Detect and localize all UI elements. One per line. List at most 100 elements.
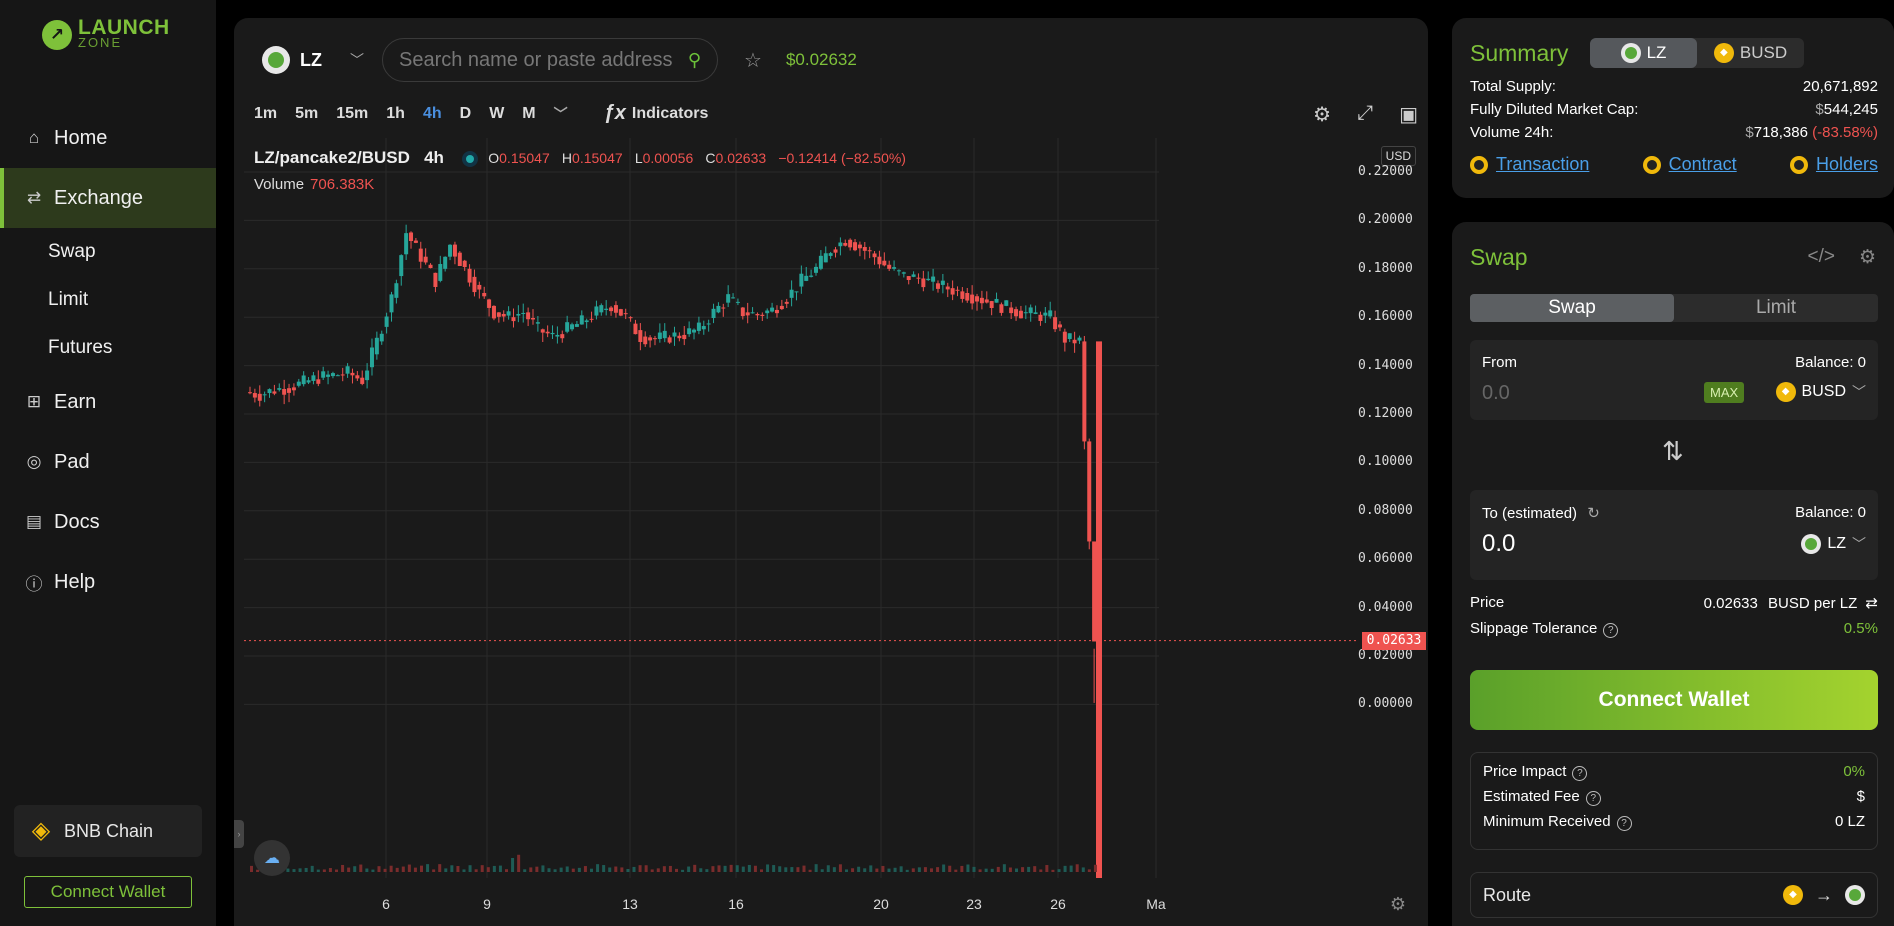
candle-body <box>623 313 628 315</box>
help-icon[interactable]: ? <box>1603 623 1619 638</box>
candle-body <box>379 333 384 342</box>
route-row[interactable]: Route → <box>1470 872 1878 918</box>
transaction-link[interactable]: Transaction <box>1470 154 1589 175</box>
switch-direction-icon[interactable]: ⇅ <box>1662 436 1684 466</box>
from-box: From Balance: 0 0.0 MAX BUSD ﹀ <box>1470 340 1878 420</box>
tab-limit[interactable]: Limit <box>1755 297 1797 318</box>
legend-high: 0.15047 <box>572 150 623 166</box>
search-icon[interactable]: ⚲ <box>687 49 701 70</box>
holders-link[interactable]: Holders <box>1789 154 1878 175</box>
candle-body <box>911 274 916 277</box>
nav-earn[interactable]: ⊞ Earn <box>0 372 216 432</box>
volume-row: Volume 24h: $718,386 (-83.58%) <box>1470 124 1878 141</box>
token-symbol[interactable]: LZ <box>300 49 322 70</box>
fdmc-value: 544,245 <box>1823 101 1878 118</box>
max-button[interactable]: MAX <box>1704 382 1745 403</box>
nav-swap[interactable]: Swap <box>48 241 96 262</box>
volume-bar <box>511 857 515 872</box>
tf-1m[interactable]: 1m <box>254 104 278 122</box>
sidebar-connect-wallet-button[interactable]: Connect Wallet <box>24 876 192 908</box>
chevron-down-icon[interactable]: ﹀ <box>553 105 568 122</box>
from-balance: Balance: 0 <box>1795 354 1866 371</box>
volume-bar <box>923 867 927 872</box>
fdmc-label: Fully Diluted Market Cap: <box>1470 101 1639 118</box>
candle-body <box>853 242 858 251</box>
volume-bar <box>468 865 472 872</box>
candle-body <box>482 293 487 297</box>
candle-body <box>657 332 662 339</box>
chevron-down-icon[interactable]: ﹀ <box>350 52 364 68</box>
volume-bar <box>948 865 952 872</box>
help-icon[interactable]: ? <box>1585 791 1601 806</box>
to-amount-output[interactable]: 0.0 <box>1482 530 1516 557</box>
nav-home[interactable]: ⌂ Home <box>0 108 216 168</box>
candle-body <box>706 323 711 325</box>
nav-limit[interactable]: Limit <box>48 289 89 310</box>
candle-body <box>540 329 545 333</box>
tf-1h[interactable]: 1h <box>386 104 405 122</box>
from-token-select[interactable]: BUSD ﹀ <box>1775 382 1866 402</box>
settings-icon[interactable]: ⚙ <box>1313 104 1332 126</box>
connect-wallet-button[interactable]: Connect Wallet <box>1470 670 1878 730</box>
tf-15m[interactable]: 15m <box>336 104 369 122</box>
route-label: Route <box>1483 884 1532 905</box>
volume-bar <box>857 866 861 872</box>
summary-tab-lz[interactable]: LZ <box>1590 38 1697 68</box>
volume-bar <box>322 869 326 872</box>
code-icon[interactable]: </> <box>1807 246 1835 267</box>
nav-docs[interactable]: ▤ Docs <box>0 492 216 552</box>
tab-swap[interactable]: Swap <box>1470 294 1674 322</box>
nav-label: Help <box>54 570 96 593</box>
star-icon[interactable]: ☆ <box>744 49 762 72</box>
summary-tab-busd[interactable]: BUSD <box>1697 38 1804 68</box>
tf-4h[interactable]: 4h <box>422 104 442 122</box>
tf-w[interactable]: W <box>489 104 505 122</box>
currency-badge[interactable]: USD <box>1380 146 1416 166</box>
candle-body <box>477 284 482 290</box>
price-unit: BUSD per LZ <box>1768 595 1858 612</box>
volume-bar <box>741 866 745 872</box>
camera-icon[interactable]: ▣ <box>1399 104 1418 126</box>
volume-bar <box>529 867 533 872</box>
tf-5m[interactable]: 5m <box>295 104 319 122</box>
chevron-down-icon: ﹀ <box>1852 384 1866 400</box>
candle-body <box>672 332 677 337</box>
contract-link[interactable]: Contract <box>1642 154 1737 175</box>
chain-selector[interactable]: ◈ BNB Chain <box>14 805 202 857</box>
tf-d[interactable]: D <box>459 104 472 122</box>
fullscreen-icon[interactable]: ⤢ <box>1357 102 1374 124</box>
axis-settings-icon[interactable]: ⚙ <box>1389 894 1406 914</box>
volume-bar <box>547 868 551 872</box>
invert-price-icon[interactable]: ⇄ <box>1865 595 1878 612</box>
tf-m[interactable]: M <box>522 104 536 122</box>
candle-body <box>413 240 418 243</box>
nav-pad[interactable]: ◎ Pad <box>0 432 216 492</box>
bnb-icon: ◈ <box>31 817 51 844</box>
refresh-icon[interactable]: ↻ <box>1587 505 1600 522</box>
token-search-input[interactable]: Search name or paste address ⚲ <box>382 38 718 82</box>
from-amount-input[interactable]: 0.0 <box>1482 382 1510 404</box>
nav-help[interactable]: ⓘ Help <box>0 552 216 612</box>
drawer-handle[interactable]: › <box>234 820 244 848</box>
to-token-select[interactable]: LZ ﹀ <box>1801 534 1866 554</box>
volume-bar <box>480 865 484 872</box>
nav-futures[interactable]: Futures <box>48 337 113 358</box>
from-label: From <box>1482 354 1517 371</box>
candle-body <box>487 299 492 308</box>
volume-24h-change: (-83.58%) <box>1812 124 1878 141</box>
logo[interactable]: ↗ LAUNCH ZONE <box>42 17 170 50</box>
cloud-icon[interactable]: ☁ <box>254 840 290 876</box>
volume-bar <box>486 867 490 872</box>
settings-icon[interactable]: ⚙ <box>1858 247 1876 268</box>
slippage-value[interactable]: 0.5% <box>1843 620 1878 637</box>
candlestick-chart[interactable] <box>244 138 1358 878</box>
nav-exchange[interactable]: ⇄ Exchange <box>0 168 216 228</box>
candle-body <box>652 338 657 340</box>
help-icon[interactable]: ? <box>1572 766 1588 781</box>
x-tick-label: 20 <box>873 896 889 912</box>
swap-tools: </> ⚙ <box>1807 246 1876 269</box>
candle-body <box>940 280 945 285</box>
help-icon[interactable]: ? <box>1616 816 1632 831</box>
indicators-button[interactable]: ƒx Indicators <box>604 102 709 125</box>
summary-token-toggle: LZ BUSD <box>1590 38 1804 68</box>
